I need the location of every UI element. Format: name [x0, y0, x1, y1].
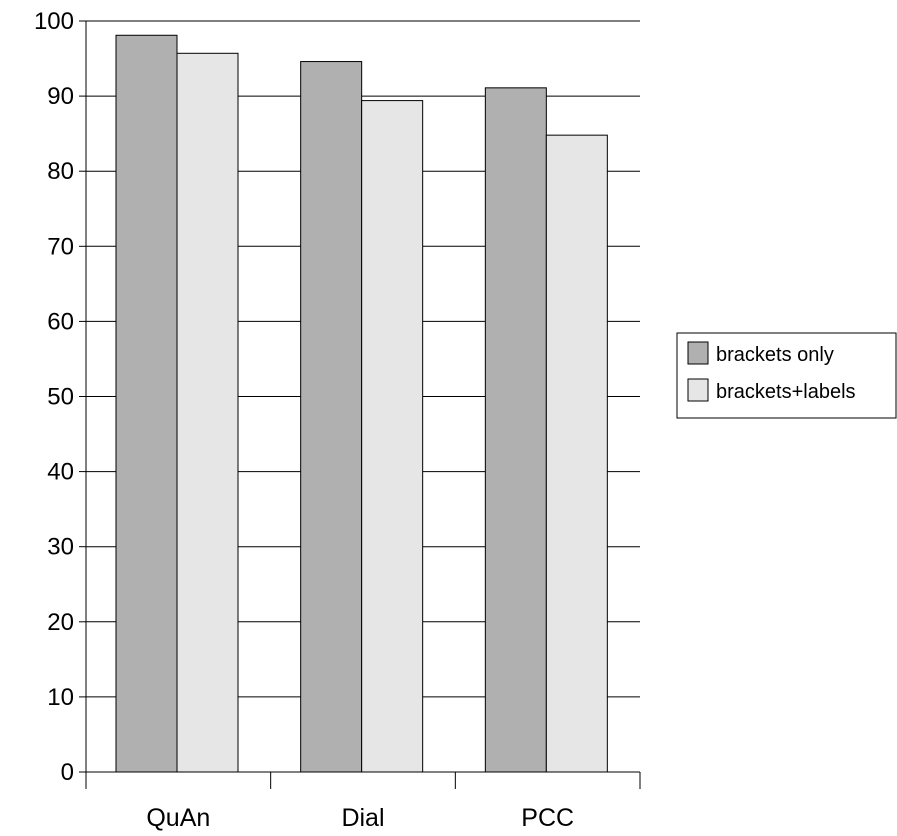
- legend: brackets only brackets+labels: [676, 332, 897, 419]
- y-tick-label: 40: [47, 459, 74, 486]
- y-tick-label: 60: [47, 308, 74, 335]
- y-tick-label: 20: [47, 609, 74, 636]
- legend-box: [676, 332, 897, 419]
- y-tick-label: 30: [47, 534, 74, 561]
- y-tick-label: 10: [47, 684, 74, 711]
- legend-label: brackets+labels: [716, 381, 856, 403]
- bar-dial-series-2: [361, 100, 424, 773]
- x-category-label: PCC: [521, 804, 574, 832]
- x-category-label: QuAn: [146, 804, 210, 832]
- bar-quan-series-2: [176, 52, 239, 773]
- y-tick-label: 90: [47, 83, 74, 110]
- bar-pcc-series-1: [484, 87, 547, 773]
- bar-dial-series-1: [300, 61, 363, 773]
- x-axis-labels: QuAn Dial PCC: [146, 804, 574, 832]
- bar-pcc-series-2: [545, 134, 608, 773]
- y-tick-label: 80: [47, 158, 74, 185]
- x-category-label: Dial: [341, 804, 384, 832]
- legend-swatch: [687, 378, 709, 402]
- bars: [115, 34, 608, 773]
- legend-swatch: [687, 341, 709, 365]
- y-tick-label: 70: [47, 233, 74, 260]
- y-tick-label: 100: [34, 8, 74, 35]
- y-axis-ticks: 0 10 20 30 40 50 60 70 80 90 100: [34, 8, 86, 786]
- bar-quan-series-1: [115, 34, 178, 773]
- y-tick-label: 0: [61, 759, 74, 786]
- y-tick-label: 50: [47, 384, 74, 411]
- legend-label: brackets only: [716, 344, 834, 366]
